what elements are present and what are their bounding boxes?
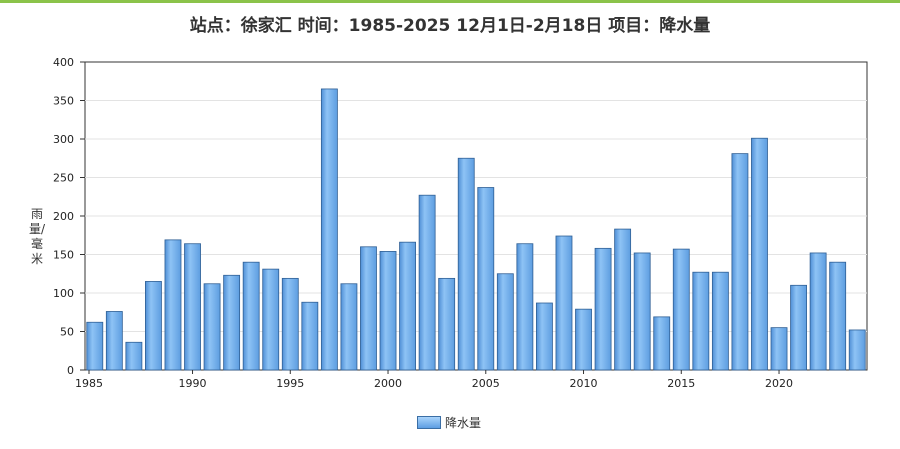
bar-2018[interactable] (731, 153, 749, 371)
y-tick-label: 150 (53, 249, 74, 262)
bar-2010[interactable] (575, 308, 592, 371)
y-tick-label: 0 (67, 364, 74, 377)
top-accent-bar (0, 0, 900, 3)
x-tick-label: 2020 (765, 377, 793, 390)
bar-2017[interactable] (711, 271, 729, 371)
y-tick-labels: 0 50 100 150 200 250 300 350 400 (53, 56, 85, 377)
bar-1992[interactable] (223, 274, 241, 371)
bar-2000[interactable] (379, 251, 397, 371)
bar-2015[interactable] (672, 248, 690, 371)
legend: 降水量 (417, 414, 481, 430)
bar-2004[interactable] (457, 157, 475, 371)
y-tick-label: 50 (60, 326, 74, 339)
bar-1987[interactable] (125, 341, 143, 371)
bar-1986[interactable] (105, 311, 123, 371)
bar-1990[interactable] (184, 243, 201, 371)
bar-1996[interactable] (301, 301, 319, 371)
bar-1994[interactable] (262, 268, 280, 371)
bar-2019[interactable] (751, 137, 768, 371)
bar-2011[interactable] (594, 247, 612, 371)
bar-1991[interactable] (203, 283, 221, 371)
bar-2002[interactable] (418, 194, 436, 371)
y-tick-label: 100 (53, 287, 74, 300)
bar-1988[interactable] (145, 281, 162, 371)
bar-2022[interactable] (809, 252, 827, 371)
bar-1998[interactable] (340, 283, 358, 371)
y-tick-label: 250 (53, 172, 74, 185)
y-tick-label: 350 (53, 95, 74, 108)
bar-2005[interactable] (477, 187, 495, 371)
bar-2001[interactable] (399, 241, 416, 371)
bar-2003[interactable] (438, 277, 456, 371)
x-tick-label: 1985 (75, 377, 103, 390)
bar-2006[interactable] (496, 273, 514, 371)
x-tick-label: 2000 (374, 377, 402, 390)
y-tick-label: 200 (53, 210, 74, 223)
bar-2014[interactable] (653, 316, 671, 371)
x-tick-label: 2005 (472, 377, 500, 390)
bar-series (86, 88, 866, 371)
y-tick-label: 400 (53, 56, 74, 69)
bar-1999[interactable] (360, 246, 377, 371)
bar-2021[interactable] (790, 284, 807, 371)
x-tick-label: 2015 (667, 377, 695, 390)
bar-1989[interactable] (164, 239, 182, 371)
bar-2024[interactable] (848, 329, 866, 371)
bar-1997[interactable] (320, 88, 338, 371)
bar-1995[interactable] (281, 277, 299, 371)
bar-2020[interactable] (770, 327, 788, 371)
chart-title: 站点：徐家汇 时间：1985-2025 12月1日-2月18日 项目：降水量 (189, 16, 711, 36)
x-tick-label: 1995 (276, 377, 304, 390)
y-axis-label: 雨量/毫米 (29, 207, 46, 266)
bar-2008[interactable] (536, 302, 553, 371)
bar-1993[interactable] (242, 261, 260, 371)
y-tick-label: 300 (53, 133, 74, 146)
bar-2016[interactable] (692, 271, 710, 371)
bar-2013[interactable] (633, 252, 651, 371)
x-tick-labels: 1985 1990 1995 2000 2005 2010 2015 2020 (75, 370, 793, 390)
x-tick-label: 1990 (179, 377, 207, 390)
bar-1985[interactable] (86, 321, 104, 371)
bar-2007[interactable] (516, 243, 534, 371)
x-tick-label: 2010 (570, 377, 598, 390)
legend-label: 降水量 (445, 415, 482, 430)
bar-2023[interactable] (829, 261, 847, 371)
bar-2012[interactable] (614, 228, 632, 371)
bar-2009[interactable] (555, 235, 573, 371)
legend-swatch (417, 415, 441, 429)
